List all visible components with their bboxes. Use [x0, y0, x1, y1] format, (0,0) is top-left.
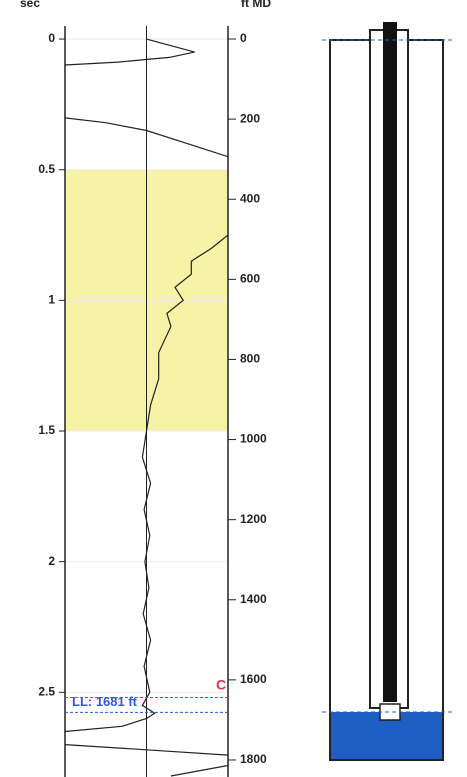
plot-area: 0 0.5 1 1.5 2 2.5 0 200 400 600 800 1000 1200 1400 160… [38, 26, 267, 777]
y2-tick-label: 1600 [240, 672, 267, 686]
y-tick-label: 1 [48, 293, 55, 307]
y-axis-label: sec [20, 0, 40, 10]
y2-tick-label: 0 [240, 31, 247, 45]
y-tick-label: 1.5 [38, 423, 55, 437]
pump [379, 703, 401, 721]
y2-axis-label: ft MD [241, 0, 271, 10]
y2-tick-label: 1200 [240, 512, 267, 526]
y2-tick-label: 1000 [240, 432, 267, 446]
y2-tick-label: 800 [240, 352, 260, 366]
marker-c-label: C [216, 676, 226, 692]
wellbore-diagram [322, 22, 455, 761]
y-tick-label: 2 [48, 554, 55, 568]
y2-tick-label: 400 [240, 191, 260, 205]
rod [383, 22, 397, 702]
y2-tick-label: 1800 [240, 752, 267, 766]
y2-tick-label: 200 [240, 111, 260, 125]
y-tick-label: 0.5 [38, 162, 55, 176]
marker-ll-label: LL: 1681 ft [72, 694, 138, 709]
trace [65, 38, 228, 777]
y-tick-label: 0 [48, 31, 55, 45]
y2-tick-label: 600 [240, 272, 260, 286]
y2-tick-label: 1400 [240, 592, 267, 606]
y-tick-label: 2.5 [38, 685, 55, 699]
